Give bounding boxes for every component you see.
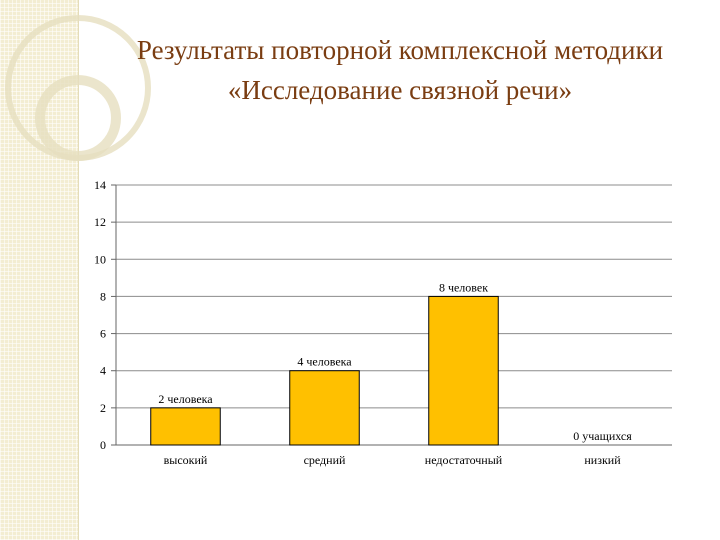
bar [150,407,221,446]
bar [289,370,360,446]
y-tick-label: 8 [100,289,106,303]
x-category-label: низкий [584,453,621,467]
y-tick-label: 12 [94,215,106,229]
grid-layer [116,184,672,446]
data-label: 2 человека [158,392,213,406]
x-category-label: высокий [164,453,208,467]
y-tick-label: 6 [100,327,106,341]
data-label: 4 человека [297,355,352,369]
axis-layer: 0 2 4 6 8 10 12 14 [94,178,117,452]
decorative-side-strip [0,0,78,540]
x-category-label: средний [304,453,346,467]
y-tick-label: 0 [100,438,106,452]
label-layer: высокий 2 человека средний 4 человека недост… [158,280,632,467]
data-label: 0 учащихся [573,429,632,443]
y-tick-label: 4 [100,364,106,378]
decor-circle-inner [35,75,121,161]
decorative-circles [5,15,151,161]
bar [428,295,499,446]
y-tick-label: 2 [100,401,106,415]
bar-layer [150,295,499,446]
title-line-1: Результаты повторной комплексной методик… [136,35,664,65]
slide-title: Результаты повторной комплексной методик… [80,30,720,110]
title-line-2: «Исследование связной речи» [227,75,573,105]
strip-edge-line [78,0,79,540]
y-tick-label: 14 [94,178,106,192]
y-tick-label: 10 [94,252,106,266]
data-label: 8 человек [439,280,488,294]
x-category-label: недостаточный [425,453,503,467]
